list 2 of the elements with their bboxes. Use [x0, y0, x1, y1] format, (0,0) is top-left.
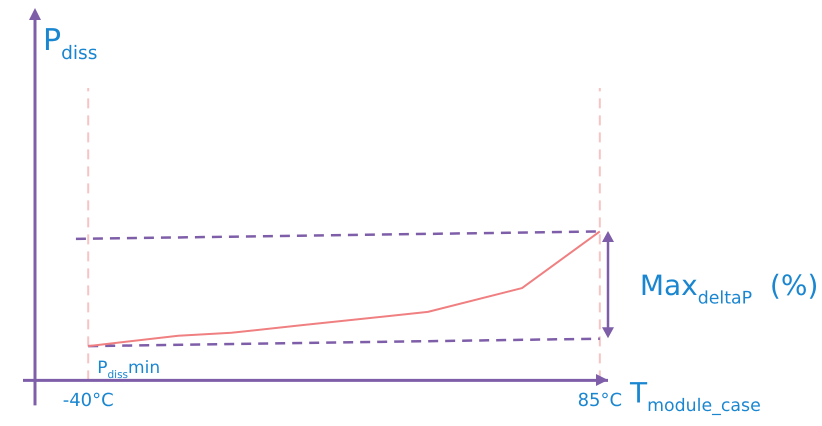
- x-tick-label: -40°C: [62, 390, 114, 411]
- x-tick-label: 85°C: [578, 390, 622, 411]
